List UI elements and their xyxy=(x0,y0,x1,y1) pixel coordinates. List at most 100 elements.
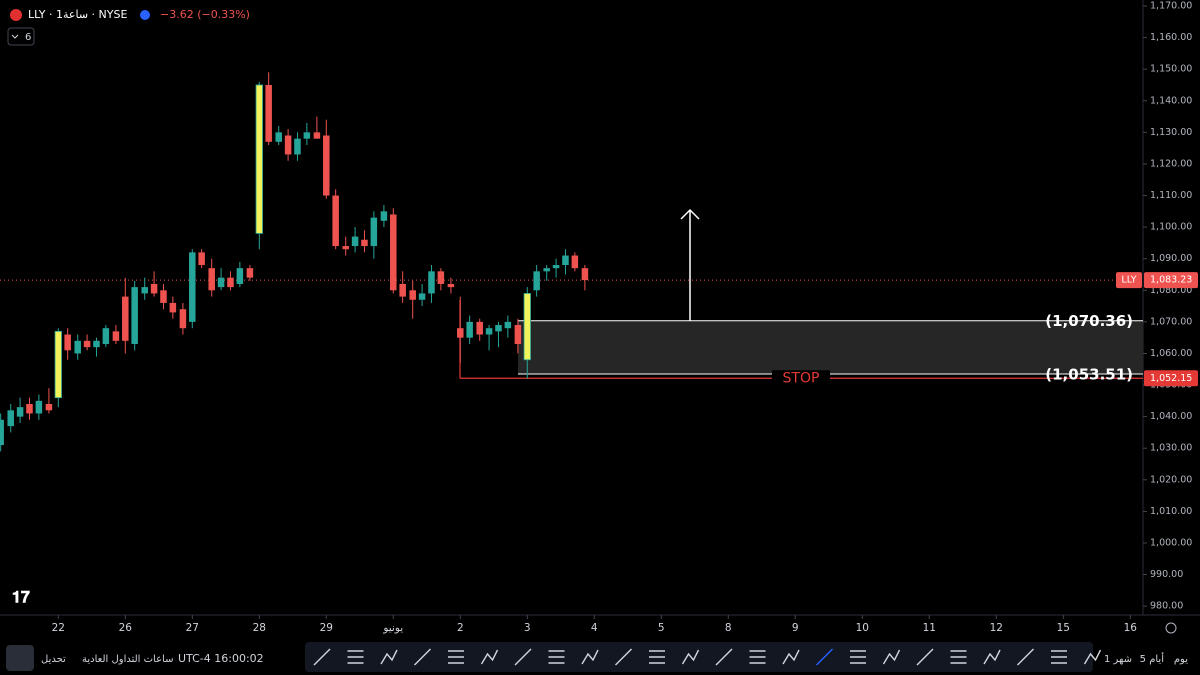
toolbar-icon[interactable] xyxy=(782,649,800,665)
last-price-tag xyxy=(1144,272,1198,289)
position-box xyxy=(518,320,1143,374)
icon-glyph xyxy=(480,649,499,665)
icon-glyph xyxy=(347,650,364,664)
x-tick-label: 4 xyxy=(591,622,598,634)
candle-body xyxy=(122,296,129,341)
toolbar-icon[interactable] xyxy=(983,649,1001,665)
candle-body xyxy=(7,410,14,427)
candle-body xyxy=(255,84,263,234)
range-button[interactable]: يوم xyxy=(1174,654,1188,665)
toolbar-icon[interactable] xyxy=(1017,648,1034,666)
toolbar-icon[interactable] xyxy=(480,649,499,665)
candle-body xyxy=(409,290,416,300)
range-button[interactable]: 1 شهر xyxy=(1104,654,1132,665)
candle-body xyxy=(83,340,91,348)
candle-body xyxy=(351,236,359,247)
candle-body xyxy=(342,246,349,250)
toolbar-icon[interactable] xyxy=(649,650,665,664)
candle-body xyxy=(208,268,215,291)
icon-glyph xyxy=(649,650,665,664)
last-price-label: 1,083.23 xyxy=(1150,275,1192,286)
toolbar-icon[interactable] xyxy=(850,650,866,664)
candle-body xyxy=(141,287,148,294)
candle-body xyxy=(457,328,464,338)
tool-button[interactable] xyxy=(6,645,34,671)
candle-body xyxy=(361,239,368,247)
y-tick-label: 1,120.00 xyxy=(1150,158,1192,169)
candle-body xyxy=(543,268,550,272)
range-button[interactable]: 5 أيام xyxy=(1140,652,1165,665)
toolbar-icon[interactable] xyxy=(681,649,700,665)
candle-body xyxy=(581,268,589,281)
candle-body xyxy=(284,135,292,155)
settings-icon[interactable] xyxy=(1165,622,1177,634)
toolbar-icon[interactable] xyxy=(916,648,934,666)
toolbar-icon[interactable] xyxy=(882,649,901,665)
toolbar-icon[interactable] xyxy=(448,650,464,664)
candle-body xyxy=(227,277,234,288)
candle-body xyxy=(45,403,53,411)
indicators-toggle[interactable] xyxy=(7,27,35,46)
candle-body xyxy=(504,321,512,329)
icon-glyph xyxy=(882,649,901,665)
y-tick-label: 990.00 xyxy=(1150,569,1183,580)
toolbar-icon[interactable] xyxy=(514,648,532,666)
symbol-logo xyxy=(10,9,22,21)
candle-body xyxy=(514,325,522,344)
candle-body xyxy=(0,419,4,446)
toolbar-icon[interactable] xyxy=(950,650,967,664)
symbol-header[interactable]: LLY · 1ساعة · NYSE xyxy=(28,8,127,21)
stop-label-bg xyxy=(772,370,830,387)
toolbar-icon[interactable] xyxy=(347,650,364,664)
candle-body xyxy=(179,309,187,329)
y-tick-label: 1,130.00 xyxy=(1150,127,1192,138)
y-tick-label: 1,100.00 xyxy=(1150,222,1192,233)
y-tick-label: 1,080.00 xyxy=(1150,285,1192,296)
toolbar-icon[interactable] xyxy=(715,648,733,666)
y-tick-label: 1,160.00 xyxy=(1150,32,1192,43)
session[interactable]: ساعات التداول العادية xyxy=(82,654,173,665)
clock[interactable]: UTC-4 16:00:02 xyxy=(178,652,264,665)
icon-glyph xyxy=(749,650,766,664)
box-bottom-label: (1,053.51) xyxy=(1045,365,1133,383)
x-tick-label: 15 xyxy=(1057,622,1070,634)
adjust-toggle[interactable]: تحديل xyxy=(41,654,66,665)
icon-glyph xyxy=(1051,650,1067,664)
x-tick-label: 26 xyxy=(119,622,133,634)
y-tick-label: 1,000.00 xyxy=(1150,537,1192,548)
candle-body xyxy=(189,252,196,322)
toolbar-icon[interactable] xyxy=(749,650,766,664)
icon-glyph xyxy=(1017,648,1034,666)
toolbar-icon[interactable] xyxy=(414,648,431,666)
icon-glyph xyxy=(850,650,866,664)
candle-body xyxy=(370,217,378,247)
candle-body xyxy=(112,331,120,341)
indicators-count: 6 xyxy=(25,32,31,43)
toolbar-icon[interactable] xyxy=(1051,650,1067,664)
x-tick-label: 2 xyxy=(457,622,464,634)
candle-body xyxy=(54,330,62,399)
candle-body xyxy=(275,132,282,142)
candle-body xyxy=(495,325,502,332)
icon-glyph xyxy=(681,649,700,665)
candle-body xyxy=(131,287,138,344)
candle-body xyxy=(265,84,272,142)
candle-body xyxy=(35,400,43,414)
footer: تحديل ساعات التداول العادية UTC-4 16:00:… xyxy=(6,642,1188,672)
y-tick-label: 1,040.00 xyxy=(1150,411,1192,422)
toolbar-icon[interactable] xyxy=(1083,649,1102,665)
x-tick-label: 10 xyxy=(856,622,869,634)
toolbar-icon[interactable] xyxy=(581,649,599,665)
candle-body xyxy=(303,132,311,139)
icon-glyph xyxy=(414,648,431,666)
toolbar-icon[interactable] xyxy=(313,648,331,666)
x-tick-label: 29 xyxy=(320,622,333,634)
candle-body xyxy=(485,328,493,335)
toolbar-icon[interactable] xyxy=(548,650,565,664)
candle-body xyxy=(150,283,158,294)
toolbar-icon[interactable] xyxy=(615,648,632,666)
candle-body xyxy=(571,255,579,269)
toolbar-icon[interactable] xyxy=(380,649,398,665)
candle-body xyxy=(332,195,339,247)
toolbar-icon[interactable] xyxy=(816,648,833,666)
